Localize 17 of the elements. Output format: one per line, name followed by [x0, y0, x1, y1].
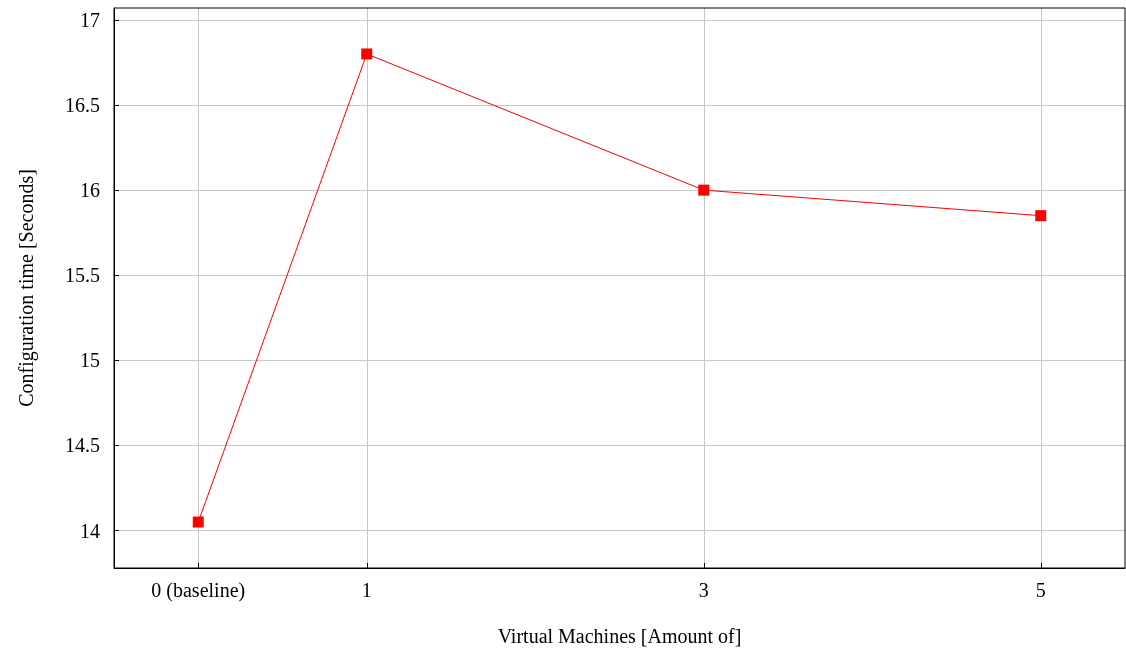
- y-tick-label: 14: [80, 519, 100, 542]
- point: [1035, 210, 1047, 222]
- x-axis-title: Virtual Machines [Amount of]: [497, 625, 742, 647]
- point: [192, 516, 204, 528]
- y-tick-label: 15.5: [65, 264, 100, 287]
- x-tick-label: 0 (baseline): [151, 579, 246, 602]
- y-tick-label: 16: [80, 179, 100, 202]
- y-axis-title: Configuration time [Seconds]: [15, 169, 38, 407]
- y-tick-label: 16.5: [65, 94, 100, 117]
- y-tick-label: 15: [80, 349, 100, 372]
- x-tick-label: 1: [361, 579, 372, 601]
- x-tick-label: 3: [698, 579, 709, 601]
- point: [361, 48, 373, 60]
- point: [698, 184, 710, 196]
- x-tick-label: 5: [1035, 579, 1046, 601]
- y-tick-label: 17: [80, 8, 100, 31]
- y-tick-label: 14.5: [65, 434, 100, 457]
